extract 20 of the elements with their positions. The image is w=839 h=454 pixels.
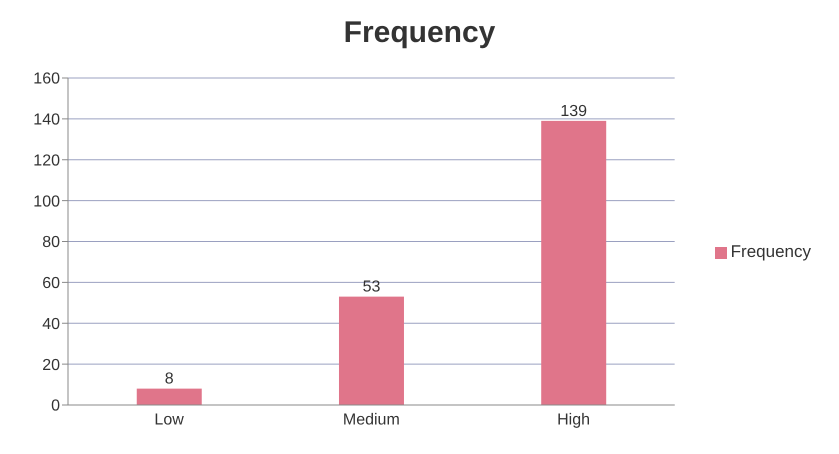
y-tick-label: 160: [33, 70, 60, 88]
y-tick-label: 40: [42, 316, 60, 333]
x-tick-label: High: [557, 411, 590, 428]
bar: [136, 388, 202, 405]
y-tick-label: 0: [51, 398, 60, 415]
x-tick-label: Medium: [342, 411, 400, 428]
y-tick-label: 140: [33, 112, 60, 129]
y-tick-label: 20: [42, 356, 60, 374]
y-tick-label: 120: [33, 152, 60, 170]
bar: [541, 120, 606, 405]
x-tick-label: Low: [154, 411, 184, 428]
data-label: 139: [560, 102, 588, 120]
y-tick-label: 60: [42, 275, 60, 292]
y-tick-label: 100: [33, 193, 60, 210]
y-tick-label: 80: [42, 234, 60, 252]
data-label: 53: [362, 278, 380, 296]
bar: [338, 296, 404, 405]
data-label: 8: [164, 370, 174, 388]
chart-title: Frequency: [342, 15, 496, 51]
legend-label: Frequency: [730, 242, 811, 261]
